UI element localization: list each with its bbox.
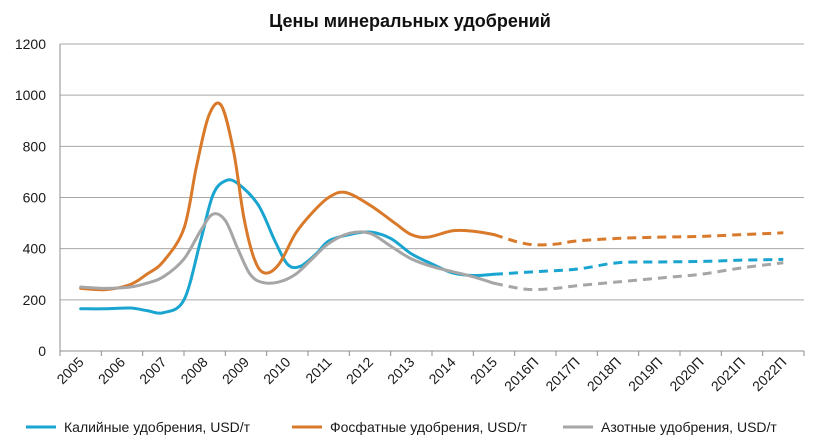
series-line-1-actual [79,178,496,315]
y-tick-label: 400 [23,241,47,257]
x-tick-label: 2013 [384,354,417,387]
legend: Калийные удобрения, USD/т Фосфатные удобр… [26,419,777,435]
y-tick-label: 1000 [15,87,46,103]
x-tick-label: 2005 [53,354,86,387]
x-tick-label: 2019П [625,354,665,394]
x-tick-label: 2014 [425,354,458,387]
x-tick-label: 2012 [343,354,376,387]
series-layer [79,101,784,315]
x-tick-label: 2015 [467,354,500,387]
series-line-3-forecast [493,261,784,292]
x-tick-label: 2010 [260,354,293,387]
x-tick-label: 2011 [302,354,335,387]
series-line-2-actual [79,101,496,292]
x-tick-label: 2006 [95,354,128,387]
grid-layer [60,43,804,301]
y-tick-label: 600 [23,190,47,206]
x-tick-label: 2017П [542,354,582,394]
series-line-2-forecast [493,231,784,247]
series-line-1-forecast [493,257,784,276]
x-tick-label: 2018П [584,354,624,394]
y-tick-label: 0 [38,343,46,359]
y-tick-label: 1200 [15,36,46,52]
x-tick-label: 2016П [501,354,541,394]
y-tick-label: 800 [23,138,47,154]
legend-label-1: Калийные удобрения, USD/т [64,419,251,435]
y-tick-label: 200 [23,292,47,308]
legend-label-2: Фосфатные удобрения, USD/т [330,419,528,435]
legend-label-3: Азотные удобрения, USD/т [601,419,777,435]
axis-layer: 0 200 400 600 800 1000 1200 2005 2006 2007 2008 200… [15,36,805,394]
x-tick-label: 2020П [666,354,706,394]
x-tick-label: 2008 [177,354,210,387]
x-tick-label: 2022П [749,354,789,394]
series-line-3-actual [79,212,496,290]
chart-title: Цены минеральных удобрений [269,11,551,31]
x-tick-label: 2021П [708,354,748,394]
x-tick-label: 2007 [136,354,169,387]
x-tick-label: 2009 [219,354,252,387]
